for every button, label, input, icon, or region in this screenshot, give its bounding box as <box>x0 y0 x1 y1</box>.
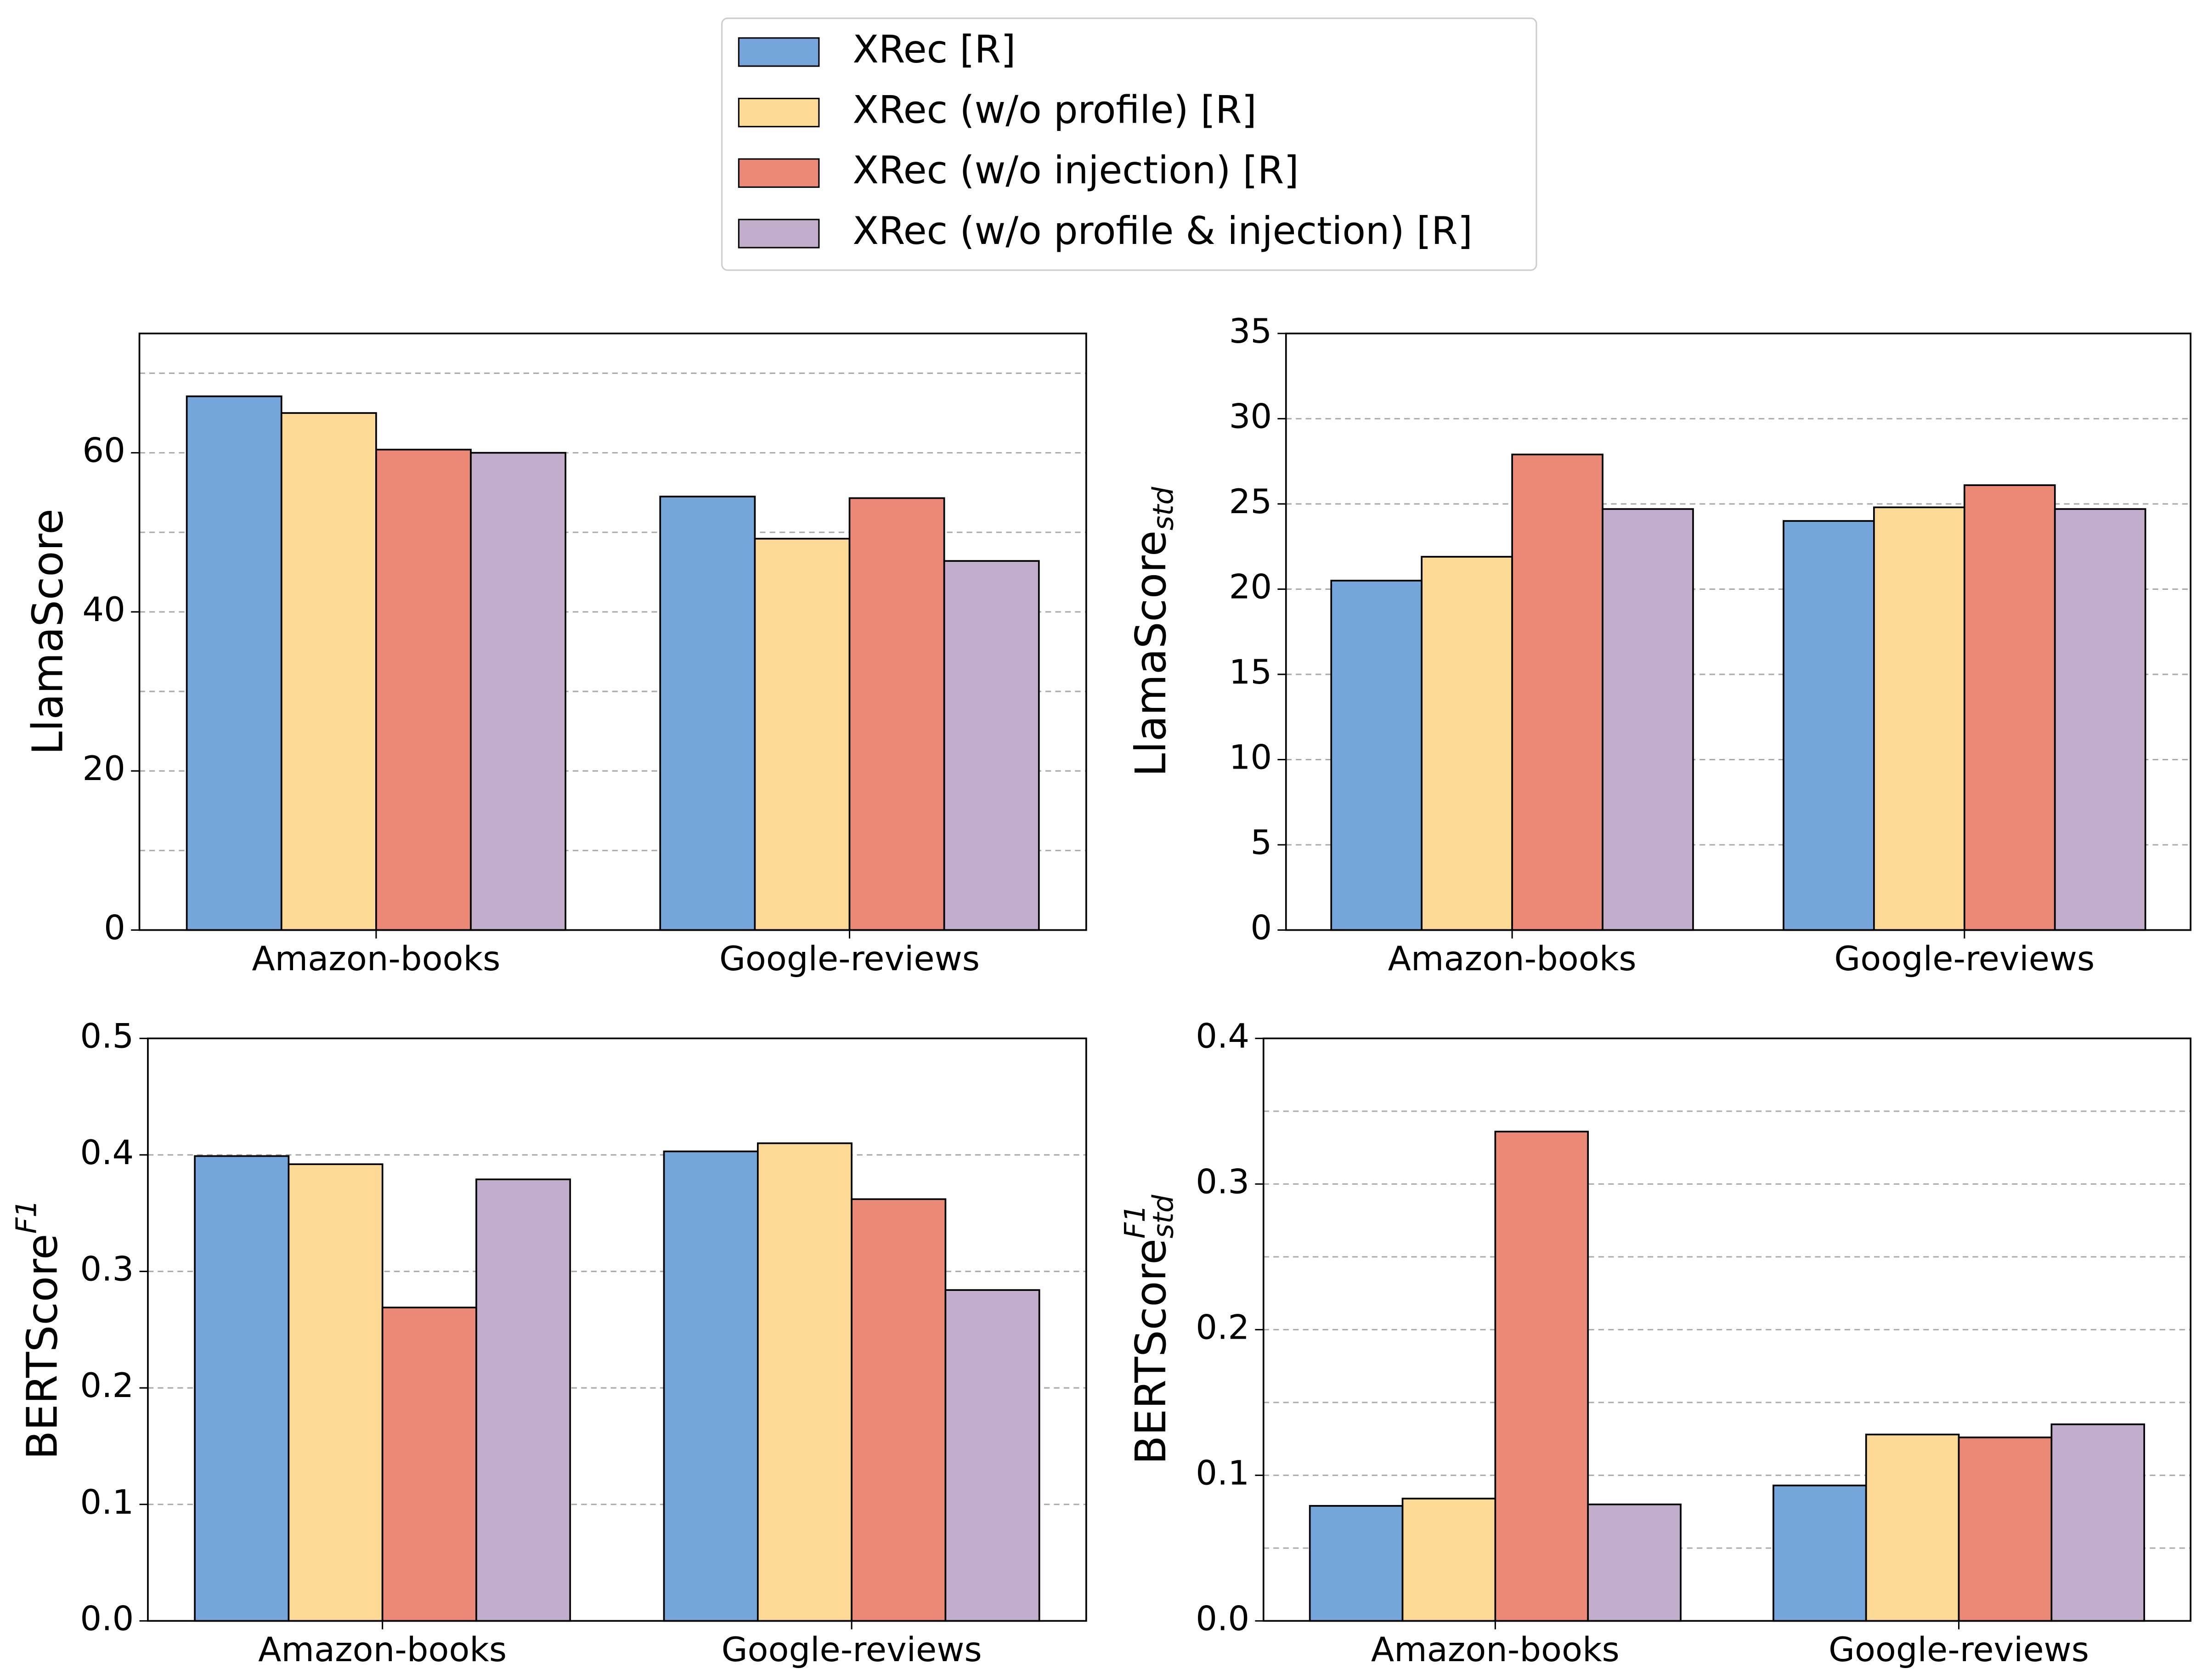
bar <box>943 560 1040 931</box>
legend-frame <box>721 17 1537 271</box>
bar <box>1602 508 1694 931</box>
plot-frame <box>147 1037 1087 1622</box>
y-tick-label: 0.1 <box>1196 1454 1249 1493</box>
y-axis-label: BERTScoreF1 <box>10 1199 67 1459</box>
bar <box>1873 506 1965 931</box>
y-axis-label-sup: F1 <box>10 1199 43 1233</box>
bar <box>1587 1503 1682 1622</box>
bar <box>194 1155 290 1622</box>
bar <box>663 1150 759 1622</box>
y-tick-label: 0 <box>1250 909 1272 948</box>
bar <box>944 1289 1040 1622</box>
bar <box>1401 1498 1496 1622</box>
bar <box>1330 580 1423 931</box>
y-tick-label: 20 <box>1229 567 1272 606</box>
x-tick-label: Google-reviews <box>1834 939 2095 979</box>
bar <box>2050 1423 2146 1622</box>
y-tick-label: 0.1 <box>80 1483 134 1522</box>
y-tick-label: 0.4 <box>1196 1017 1249 1056</box>
x-tick-label: Google-reviews <box>1829 1630 2089 1669</box>
legend-label: XRec (w/o injection) [R] <box>853 148 1299 192</box>
bar <box>375 448 472 931</box>
legend-swatch <box>738 97 820 128</box>
bar <box>1309 1505 1404 1622</box>
plot-frame <box>1262 1037 2191 1622</box>
y-tick-label: 60 <box>82 431 125 470</box>
legend-label: XRec [R] <box>853 27 1016 72</box>
bar <box>1511 453 1604 931</box>
x-tick-label: Amazon-books <box>1371 1630 1620 1669</box>
plot-frame <box>138 333 1087 931</box>
y-tick-label: 0.2 <box>80 1366 134 1405</box>
legend-swatch <box>738 37 820 67</box>
y-tick-label: 5 <box>1250 823 1272 862</box>
y-tick-label: 35 <box>1229 312 1272 351</box>
y-axis-label: LlamaScorestd <box>1126 486 1180 777</box>
y-tick-label: 40 <box>82 590 125 629</box>
legend-label: XRec (w/o profile & injection) [R] <box>853 209 1472 253</box>
bar <box>1865 1433 1960 1622</box>
y-tick-label: 0.4 <box>80 1133 134 1172</box>
bar <box>754 537 851 931</box>
bar <box>1494 1131 1589 1622</box>
y-axis-label-main: LlamaScore <box>1126 531 1175 777</box>
y-tick-label: 0.0 <box>80 1599 134 1638</box>
y-tick-label: 10 <box>1229 738 1272 777</box>
y-axis-label-main: BERTScore <box>18 1234 67 1460</box>
bar <box>381 1307 477 1622</box>
bar <box>659 496 756 931</box>
bar <box>280 412 377 931</box>
y-axis-label: LlamaScore <box>23 509 73 755</box>
bar <box>1963 484 2056 931</box>
y-axis-label-sup: F1 <box>1119 1205 1152 1239</box>
x-tick-label: Google-reviews <box>719 939 980 979</box>
y-tick-label: 20 <box>82 749 125 788</box>
legend-swatch <box>738 158 820 188</box>
bar <box>757 1142 853 1622</box>
bar <box>2054 508 2146 931</box>
bar <box>186 395 282 931</box>
y-tick-label: 25 <box>1229 482 1272 521</box>
bar <box>470 452 566 931</box>
y-tick-label: 0.5 <box>80 1017 134 1056</box>
bar <box>851 1198 947 1622</box>
x-tick-label: Amazon-books <box>1388 939 1637 979</box>
x-tick-label: Google-reviews <box>722 1630 982 1669</box>
bar <box>288 1163 384 1622</box>
x-tick-label: Amazon-books <box>252 939 500 979</box>
y-axis-label-sub: std <box>1147 1194 1180 1239</box>
y-tick-label: 0.2 <box>1196 1308 1249 1347</box>
y-axis-label: BERTScoreF1std <box>1119 1194 1180 1465</box>
y-tick-label: 30 <box>1229 397 1272 436</box>
y-axis-label-main: LlamaScore <box>23 509 73 755</box>
y-tick-label: 0.0 <box>1196 1599 1249 1638</box>
bar <box>1773 1484 1867 1622</box>
bar <box>1783 520 1875 931</box>
y-tick-label: 0.3 <box>80 1250 134 1289</box>
y-tick-label: 0 <box>104 909 125 948</box>
legend-label: XRec (w/o profile) [R] <box>853 87 1256 132</box>
plot-frame <box>1285 333 2191 931</box>
y-axis-label-sub: std <box>1147 486 1180 531</box>
legend-swatch <box>738 219 820 249</box>
bar <box>848 497 945 931</box>
bar <box>1958 1437 2053 1622</box>
y-tick-label: 15 <box>1229 653 1272 692</box>
y-axis-label-main: BERTScore <box>1126 1239 1175 1465</box>
bar <box>1421 556 1513 931</box>
y-tick-label: 0.3 <box>1196 1162 1249 1201</box>
bar <box>475 1178 571 1622</box>
x-tick-label: Amazon-books <box>258 1630 507 1669</box>
